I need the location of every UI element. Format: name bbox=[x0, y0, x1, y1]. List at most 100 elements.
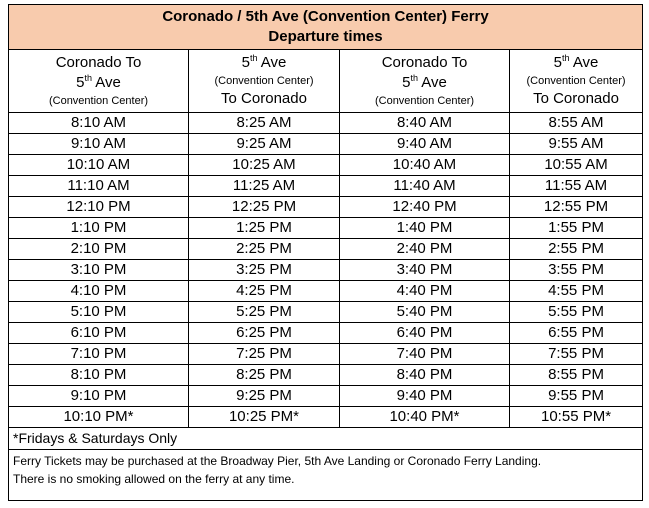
table-row: 8:10 PM 8:25 PM 8:40 PM 8:55 PM bbox=[8, 364, 644, 386]
table-row: 7:10 PM 7:25 PM 7:40 PM 7:55 PM bbox=[8, 343, 644, 365]
footnote: *Fridays & Saturdays Only bbox=[7, 427, 644, 450]
table-row: 12:10 PM 12:25 PM 12:40 PM 12:55 PM bbox=[8, 196, 644, 218]
departure-time-cell: 9:25 PM bbox=[188, 385, 340, 407]
column-header-row: Coronado To 5th Ave (Convention Center) … bbox=[8, 49, 644, 113]
ordinal-suffix: th bbox=[249, 53, 258, 63]
departure-time-cell: 10:25 AM bbox=[188, 154, 340, 176]
title-cell: Coronado / 5th Ave (Convention Center) F… bbox=[7, 4, 644, 50]
smoking-info: There is no smoking allowed on the ferry… bbox=[13, 472, 295, 486]
departure-time-cell: 1:55 PM bbox=[508, 217, 644, 239]
departure-time-cell: 10:55 PM* bbox=[508, 406, 644, 428]
departure-time-cell: 2:25 PM bbox=[188, 238, 340, 260]
column-header-line: To Coronado bbox=[221, 90, 307, 107]
ordinal-suffix: th bbox=[84, 73, 92, 83]
departure-time-cell: 8:40 PM bbox=[339, 364, 510, 386]
column-header-subline: (Convention Center) bbox=[526, 75, 626, 87]
column-header-coronado-to-5th-ave: Coronado To 5th Ave (Convention Center) bbox=[8, 49, 189, 113]
departure-time-cell: 9:10 PM bbox=[8, 385, 189, 407]
table-row: 9:10 AM 9:25 AM 9:40 AM 9:55 AM bbox=[8, 133, 644, 155]
departure-time-cell: 9:25 AM bbox=[188, 133, 340, 155]
table-row: 8:10 AM 8:25 AM 8:40 AM 8:55 AM bbox=[8, 112, 644, 134]
table-row: 5:10 PM 5:25 PM 5:40 PM 5:55 PM bbox=[8, 301, 644, 323]
departure-time-cell: 4:40 PM bbox=[339, 280, 510, 302]
departure-time-cell: 6:40 PM bbox=[339, 322, 510, 344]
departure-time-cell: 1:25 PM bbox=[188, 217, 340, 239]
departure-time-cell: 11:10 AM bbox=[8, 175, 189, 197]
departure-time-cell: 10:10 PM* bbox=[8, 406, 189, 428]
departure-time-cell: 8:40 AM bbox=[339, 112, 510, 134]
column-header-line: To Coronado bbox=[533, 90, 619, 107]
departure-time-cell: 7:25 PM bbox=[188, 343, 340, 365]
column-header-line: Coronado To bbox=[55, 54, 142, 71]
street-name: Ave bbox=[91, 74, 121, 91]
column-header-coronado-to-5th-ave: Coronado To 5th Ave (Convention Center) bbox=[339, 49, 510, 113]
ordinal-number: 5 bbox=[402, 74, 411, 91]
departure-time-cell: 8:10 AM bbox=[8, 112, 189, 134]
ordinal-number: 5 bbox=[553, 54, 562, 71]
schedule-title: Coronado / 5th Ave (Convention Center) F… bbox=[162, 8, 489, 25]
departure-time-cell: 1:10 PM bbox=[8, 217, 189, 239]
departure-time-cell: 9:40 PM bbox=[339, 385, 510, 407]
street-name: Ave bbox=[257, 54, 287, 71]
table-row: 9:10 PM 9:25 PM 9:40 PM 9:55 PM bbox=[8, 385, 644, 407]
departure-time-cell: 9:10 AM bbox=[8, 133, 189, 155]
departure-time-cell: 8:55 PM bbox=[508, 364, 644, 386]
departure-time-cell: 8:25 PM bbox=[188, 364, 340, 386]
departure-time-cell: 12:55 PM bbox=[508, 196, 644, 218]
departure-time-cell: 3:25 PM bbox=[188, 259, 340, 281]
table-row: 2:10 PM 2:25 PM 2:40 PM 2:55 PM bbox=[8, 238, 644, 260]
departure-time-cell: 4:55 PM bbox=[508, 280, 644, 302]
departure-time-cell: 9:40 AM bbox=[339, 133, 510, 155]
title-row: Coronado / 5th Ave (Convention Center) F… bbox=[7, 4, 644, 50]
info-cell: Ferry Tickets may be purchased at the Br… bbox=[7, 449, 644, 501]
ferry-schedule-table: Coronado / 5th Ave (Convention Center) F… bbox=[7, 4, 644, 501]
departure-time-cell: 7:55 PM bbox=[508, 343, 644, 365]
street-name: Ave bbox=[569, 54, 599, 71]
departure-time-cell: 3:55 PM bbox=[508, 259, 644, 281]
departure-time-cell: 8:10 PM bbox=[8, 364, 189, 386]
column-header-line: 5th Ave bbox=[510, 53, 642, 73]
departure-time-cell: 11:25 AM bbox=[188, 175, 340, 197]
departure-time-cell: 10:40 AM bbox=[339, 154, 510, 176]
departure-time-cell: 5:10 PM bbox=[8, 301, 189, 323]
departure-time-cell: 9:55 AM bbox=[508, 133, 644, 155]
column-header-line: 5th Ave bbox=[189, 53, 339, 73]
departure-time-cell: 10:25 PM* bbox=[188, 406, 340, 428]
departure-time-cell: 3:10 PM bbox=[8, 259, 189, 281]
departure-time-cell: 7:40 PM bbox=[339, 343, 510, 365]
table-row: 11:10 AM 11:25 AM 11:40 AM 11:55 AM bbox=[8, 175, 644, 197]
departure-time-cell: 3:40 PM bbox=[339, 259, 510, 281]
departure-time-cell: 6:55 PM bbox=[508, 322, 644, 344]
departure-time-cell: 4:10 PM bbox=[8, 280, 189, 302]
departure-time-cell: 2:55 PM bbox=[508, 238, 644, 260]
departure-time-cell: 9:55 PM bbox=[508, 385, 644, 407]
table-row: 3:10 PM 3:25 PM 3:40 PM 3:55 PM bbox=[8, 259, 644, 281]
departure-time-cell: 1:40 PM bbox=[339, 217, 510, 239]
table-row: 1:10 PM 1:25 PM 1:40 PM 1:55 PM bbox=[8, 217, 644, 239]
departure-time-cell: 10:10 AM bbox=[8, 154, 189, 176]
departure-time-cell: 2:10 PM bbox=[8, 238, 189, 260]
departure-time-cell: 8:25 AM bbox=[188, 112, 340, 134]
column-header-subline: (Convention Center) bbox=[214, 75, 314, 87]
column-header-5th-ave-to-coronado: 5th Ave (Convention Center) To Coronado bbox=[508, 49, 644, 113]
ordinal-number: 5 bbox=[76, 74, 85, 91]
departure-time-cell: 12:10 PM bbox=[8, 196, 189, 218]
column-header-line: Coronado To bbox=[381, 54, 468, 71]
column-header-line: 5th Ave bbox=[340, 73, 509, 93]
street-name: Ave bbox=[417, 74, 447, 91]
departure-time-cell: 5:40 PM bbox=[339, 301, 510, 323]
departure-time-cell: 5:25 PM bbox=[188, 301, 340, 323]
departure-time-cell: 2:40 PM bbox=[339, 238, 510, 260]
schedule-subtitle: Departure times bbox=[268, 28, 383, 45]
departure-time-cell: 12:25 PM bbox=[188, 196, 340, 218]
departure-time-cell: 5:55 PM bbox=[508, 301, 644, 323]
ordinal-suffix: th bbox=[410, 73, 418, 83]
departure-time-cell: 7:10 PM bbox=[8, 343, 189, 365]
table-row: 10:10 PM* 10:25 PM* 10:40 PM* 10:55 PM* bbox=[8, 406, 644, 428]
departure-time-cell: 11:40 AM bbox=[339, 175, 510, 197]
column-header-subline: (Convention Center) bbox=[374, 95, 475, 107]
table-row: 6:10 PM 6:25 PM 6:40 PM 6:55 PM bbox=[8, 322, 644, 344]
ticket-info: Ferry Tickets may be purchased at the Br… bbox=[13, 454, 542, 468]
departure-time-cell: 12:40 PM bbox=[339, 196, 510, 218]
column-header-5th-ave-to-coronado: 5th Ave (Convention Center) To Coronado bbox=[188, 49, 340, 113]
